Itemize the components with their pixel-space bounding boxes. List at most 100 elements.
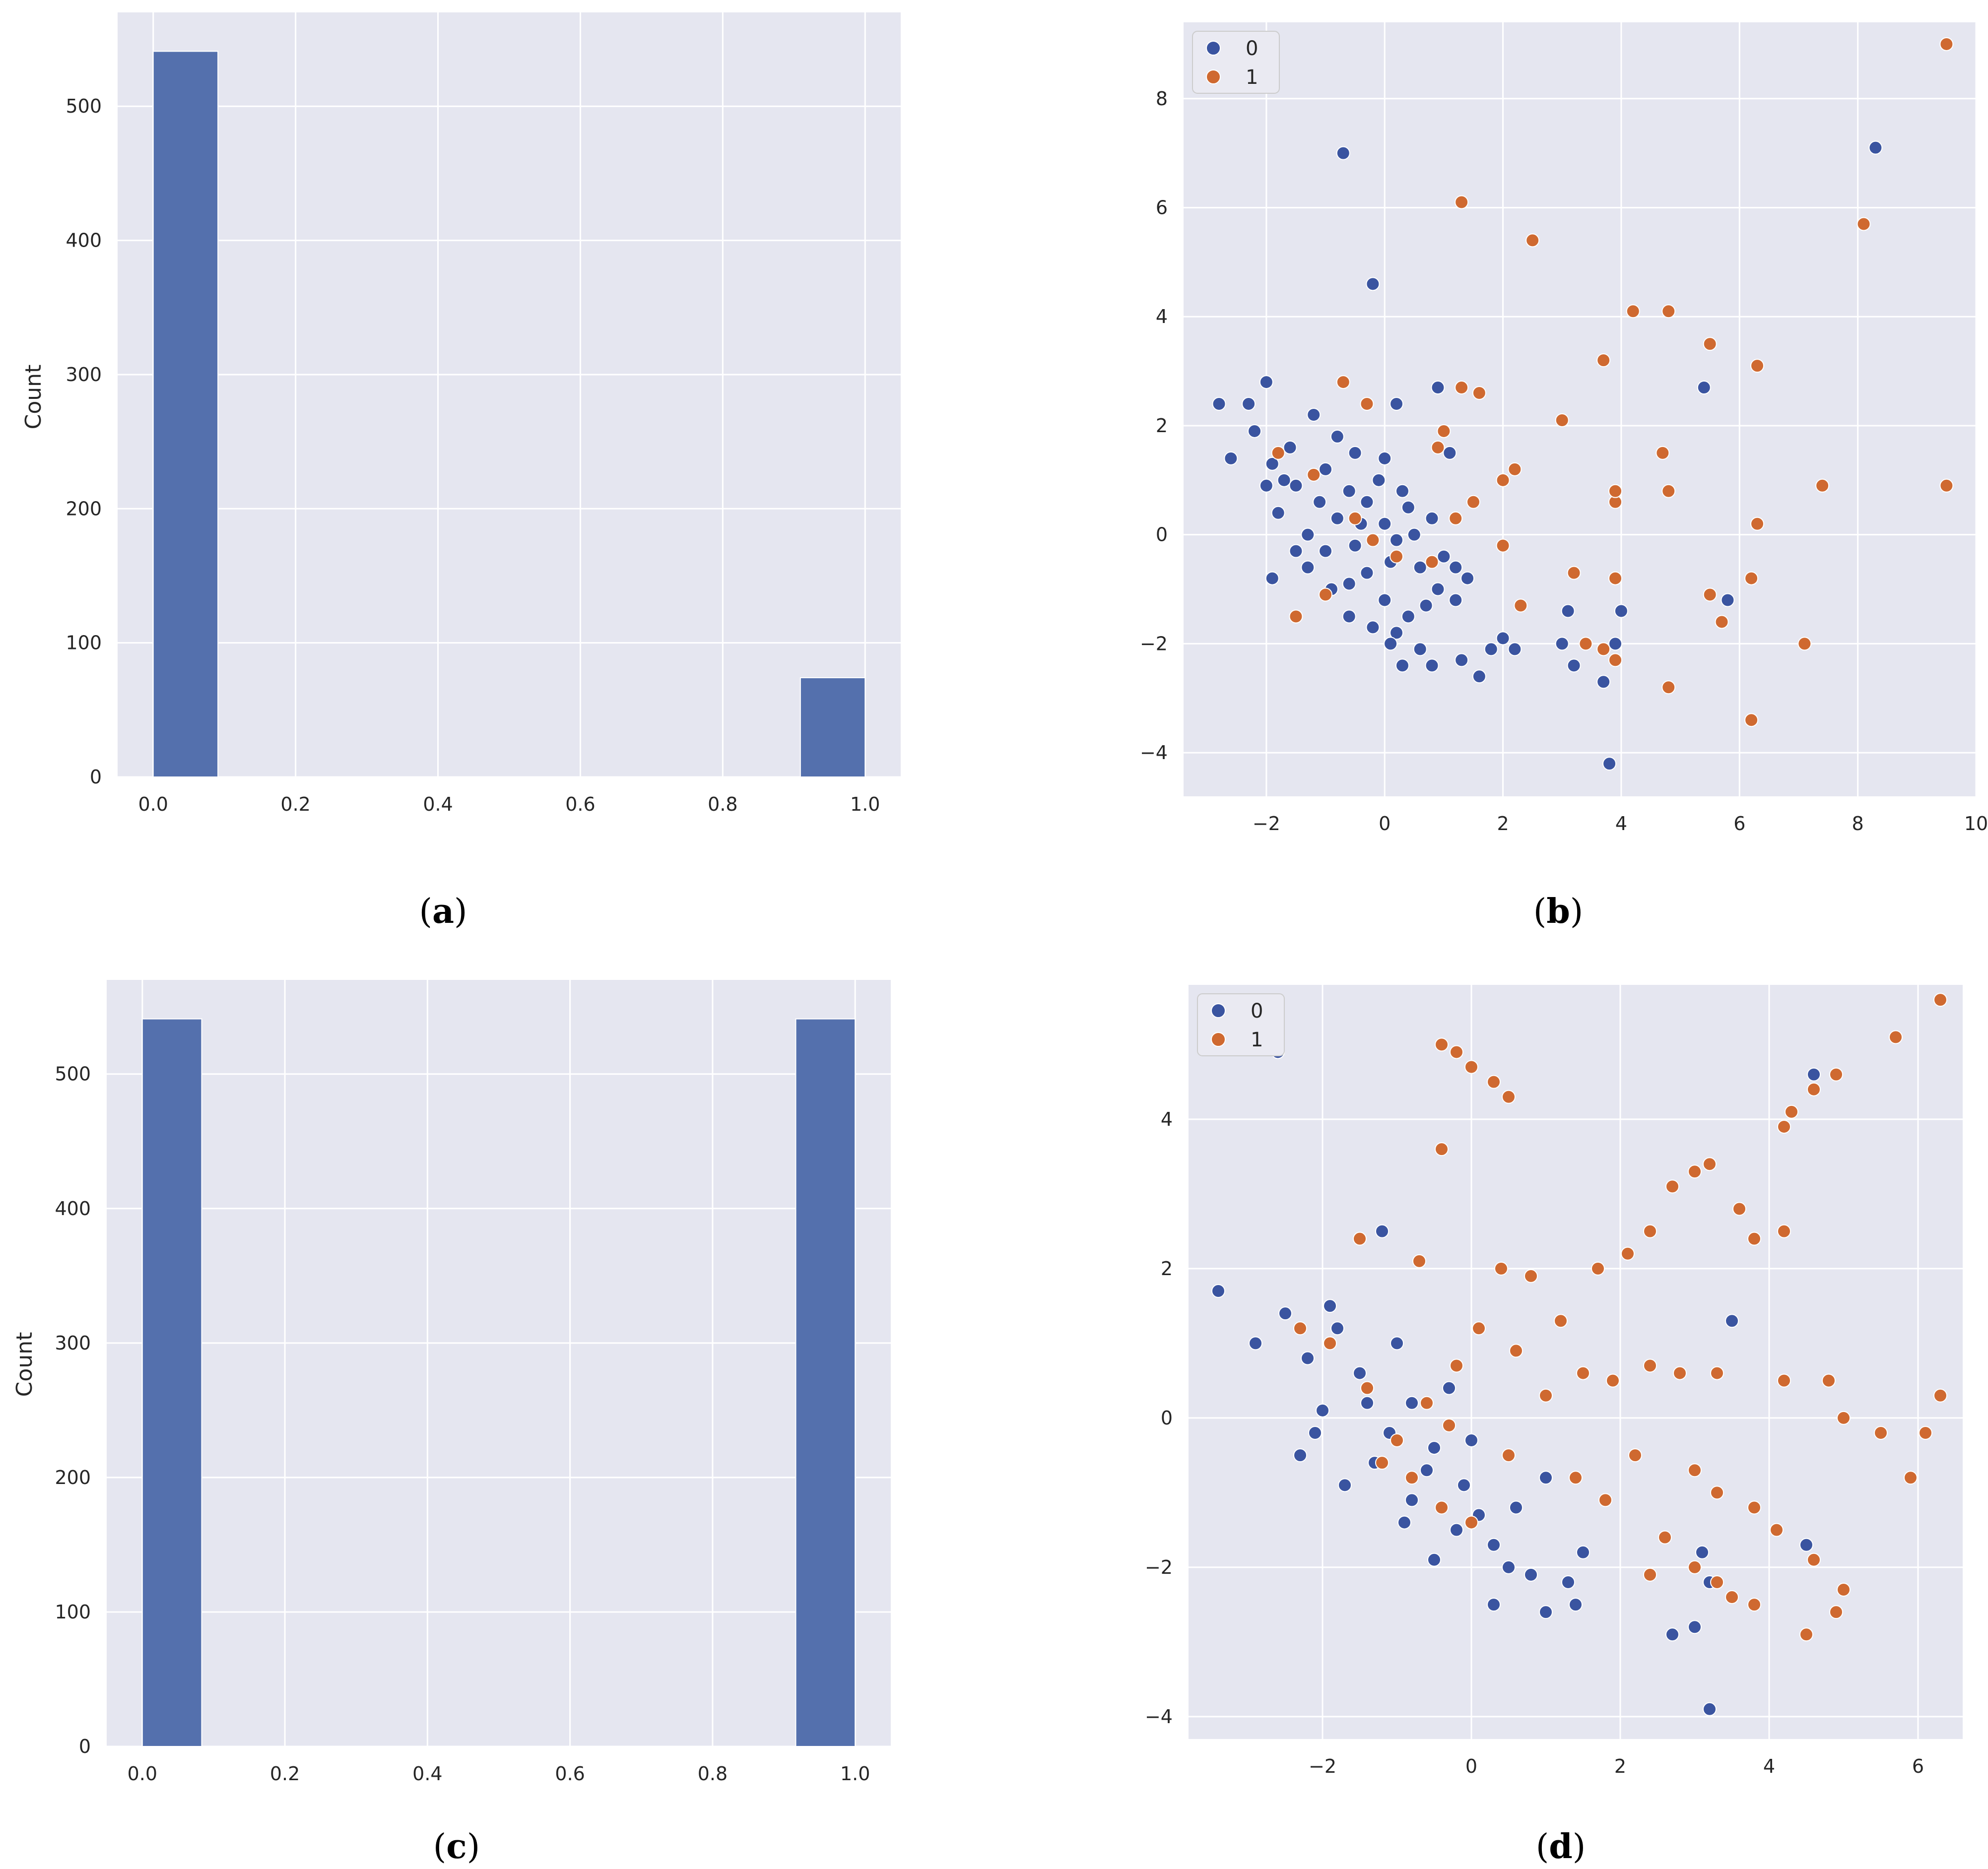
scatter-point bbox=[1455, 653, 1469, 667]
scatter-point bbox=[1567, 566, 1581, 580]
legend-label: 1 bbox=[1251, 1029, 1263, 1051]
y-tick-label: 400 bbox=[55, 1198, 91, 1220]
scatter-point bbox=[1579, 637, 1593, 651]
scatter-point bbox=[1360, 1381, 1374, 1395]
y-tick-label: 100 bbox=[55, 1601, 91, 1623]
y-tick-label: 4 bbox=[1161, 1108, 1173, 1130]
y-tick-label: 100 bbox=[66, 632, 102, 654]
gridlines bbox=[118, 12, 901, 778]
scatter-point bbox=[1688, 1463, 1702, 1478]
scatter-point bbox=[1785, 1104, 1798, 1119]
scatter-point bbox=[1721, 593, 1735, 607]
scatter-point bbox=[1567, 658, 1581, 673]
legend-label: 1 bbox=[1246, 66, 1258, 89]
scatter-point bbox=[1390, 1336, 1404, 1351]
scatter-point bbox=[1390, 1433, 1404, 1448]
legend-marker bbox=[1211, 1003, 1226, 1018]
scatter-point bbox=[1710, 1485, 1724, 1500]
scatter-point bbox=[1449, 560, 1463, 575]
scatter-point bbox=[1457, 1478, 1471, 1492]
series-0 bbox=[1212, 140, 1883, 771]
scatter-point bbox=[1829, 1605, 1843, 1619]
scatter-point bbox=[1443, 446, 1457, 460]
x-tick-label: 0 bbox=[1465, 1755, 1477, 1777]
scatter-point bbox=[1323, 1336, 1337, 1351]
scatter-point bbox=[1259, 478, 1273, 493]
y-tick-label: 0 bbox=[1161, 1407, 1173, 1429]
scatter-point bbox=[1242, 397, 1256, 411]
scatter-point bbox=[1353, 1366, 1367, 1380]
x-tick-label: 0.0 bbox=[138, 793, 168, 815]
scatter-point bbox=[1502, 1448, 1516, 1463]
scatter-point bbox=[1658, 1530, 1672, 1545]
x-tick-label: 1.0 bbox=[840, 1763, 870, 1785]
scatter-point bbox=[1665, 1179, 1679, 1194]
scatter-point bbox=[1390, 626, 1404, 640]
scatter-point bbox=[1799, 1627, 1813, 1642]
scatter-point bbox=[1405, 1471, 1419, 1485]
y-tick-label: −2 bbox=[1145, 1556, 1173, 1578]
scatter-point bbox=[1747, 1500, 1761, 1515]
y-tick-label: −2 bbox=[1140, 633, 1168, 654]
scatter-point bbox=[1539, 1388, 1553, 1403]
scatter-point bbox=[1688, 1164, 1702, 1179]
scatter-point bbox=[1308, 1425, 1322, 1440]
x-tick-label: 0.2 bbox=[280, 793, 310, 815]
scatter-point bbox=[1372, 473, 1386, 487]
scatter-point bbox=[1437, 424, 1451, 438]
scatter-point bbox=[1837, 1583, 1851, 1597]
legend: 01 bbox=[1197, 993, 1285, 1056]
scatter-point bbox=[1807, 1082, 1821, 1096]
scatter-point bbox=[1395, 484, 1409, 498]
scatter-point bbox=[1661, 304, 1676, 319]
scatter-point bbox=[1420, 1463, 1434, 1478]
scatter-point bbox=[1425, 511, 1439, 525]
series-1 bbox=[1271, 37, 1954, 727]
scatter-point bbox=[1621, 1246, 1635, 1261]
scatter-point bbox=[1455, 195, 1469, 209]
scatter-point bbox=[1405, 1493, 1419, 1507]
scatter-point bbox=[1307, 407, 1321, 422]
scatter-point bbox=[1626, 304, 1640, 319]
scatter-point bbox=[1348, 511, 1362, 525]
scatter-point bbox=[1777, 1373, 1791, 1388]
x-tick-label: 6 bbox=[1912, 1755, 1924, 1777]
legend-box bbox=[1192, 31, 1280, 94]
scatter-point bbox=[1554, 1314, 1568, 1328]
scatter-point bbox=[1427, 1441, 1441, 1455]
scatter-point bbox=[1524, 1269, 1538, 1283]
scatter-point bbox=[1289, 478, 1303, 493]
scatter-point bbox=[1889, 1030, 1903, 1044]
scatter-point bbox=[1293, 1321, 1307, 1336]
scatter-point bbox=[1464, 1433, 1478, 1448]
scatter-point bbox=[1313, 495, 1327, 509]
y-tick-label: 2 bbox=[1161, 1258, 1173, 1280]
scatter-point bbox=[1643, 1358, 1657, 1373]
scatter-point bbox=[1602, 757, 1617, 771]
scatter-point bbox=[1420, 1396, 1434, 1410]
scatter-point bbox=[1487, 1075, 1501, 1089]
scatter-point bbox=[1289, 544, 1303, 558]
scatter-point bbox=[1661, 680, 1676, 695]
legend-marker bbox=[1211, 1032, 1226, 1047]
scatter-point bbox=[1378, 593, 1392, 607]
scatter-point bbox=[1427, 1552, 1441, 1567]
scatter-point bbox=[1435, 1037, 1449, 1052]
scatter-point bbox=[1413, 642, 1427, 656]
y-tick-label: 200 bbox=[66, 498, 102, 519]
y-tick-label: 500 bbox=[55, 1063, 91, 1085]
scatter-point bbox=[1360, 1396, 1374, 1410]
scatter-point bbox=[1496, 631, 1510, 645]
scatter-point bbox=[1397, 1515, 1411, 1530]
scatter-point bbox=[1449, 511, 1463, 525]
scatter-point bbox=[1265, 571, 1279, 585]
scatter-point bbox=[1509, 1500, 1523, 1515]
chart-panel-c: 0.0 0.2 0.4 0.6 0.8 1.0 0 100 200 300 400 500 Count bbox=[12, 980, 891, 1785]
scatter-point bbox=[1539, 1605, 1553, 1619]
scatter-point bbox=[1319, 587, 1333, 602]
x-tick-label: −2 bbox=[1309, 1755, 1336, 1777]
y-tick-label: 0 bbox=[79, 1736, 91, 1757]
scatter-point bbox=[1608, 484, 1623, 498]
scatter-point bbox=[1487, 1598, 1501, 1612]
y-tick-label: 300 bbox=[55, 1332, 91, 1354]
